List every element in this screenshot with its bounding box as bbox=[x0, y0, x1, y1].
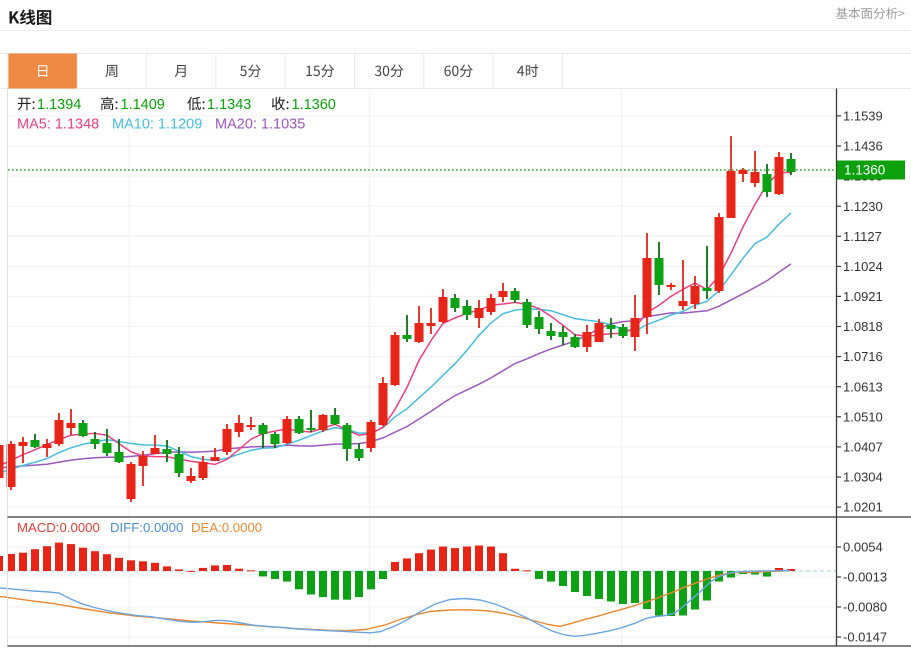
svg-text:MACD:0.0000: MACD:0.0000 bbox=[17, 520, 100, 535]
svg-text:-0.0147: -0.0147 bbox=[843, 630, 887, 645]
svg-text:1.0921: 1.0921 bbox=[843, 289, 883, 304]
svg-text:1.0407: 1.0407 bbox=[843, 440, 883, 455]
svg-text:1.1539: 1.1539 bbox=[843, 109, 883, 124]
svg-text:MA20: 1.1035: MA20: 1.1035 bbox=[215, 117, 305, 133]
svg-text:1.0716: 1.0716 bbox=[843, 349, 883, 364]
svg-text:MA5: 1.1348: MA5: 1.1348 bbox=[17, 117, 99, 133]
svg-text:1.0201: 1.0201 bbox=[843, 500, 883, 515]
svg-text:1.1360: 1.1360 bbox=[844, 163, 885, 178]
svg-text:-0.0080: -0.0080 bbox=[843, 600, 887, 615]
svg-text:DIFF:0.0000: DIFF:0.0000 bbox=[110, 520, 183, 535]
svg-text:DEA:0.0000: DEA:0.0000 bbox=[191, 520, 262, 535]
svg-text:1.1127: 1.1127 bbox=[843, 229, 882, 244]
svg-text:1.1360: 1.1360 bbox=[292, 97, 336, 113]
svg-text:1.1436: 1.1436 bbox=[843, 139, 883, 154]
svg-text:1.1230: 1.1230 bbox=[843, 199, 883, 214]
svg-text:1.0304: 1.0304 bbox=[843, 470, 883, 485]
svg-text:1.0613: 1.0613 bbox=[843, 379, 883, 394]
svg-text:1.0510: 1.0510 bbox=[843, 409, 883, 424]
svg-text:-0.0013: -0.0013 bbox=[843, 570, 887, 585]
svg-text:1.1394: 1.1394 bbox=[37, 97, 81, 113]
svg-text:1.1409: 1.1409 bbox=[121, 97, 165, 113]
svg-text:1.1343: 1.1343 bbox=[207, 97, 251, 113]
svg-text:1.0818: 1.0818 bbox=[843, 319, 883, 334]
svg-text:MA10: 1.1209: MA10: 1.1209 bbox=[112, 117, 202, 133]
svg-text:1.1024: 1.1024 bbox=[843, 259, 883, 274]
svg-text:0.0054: 0.0054 bbox=[843, 540, 883, 555]
